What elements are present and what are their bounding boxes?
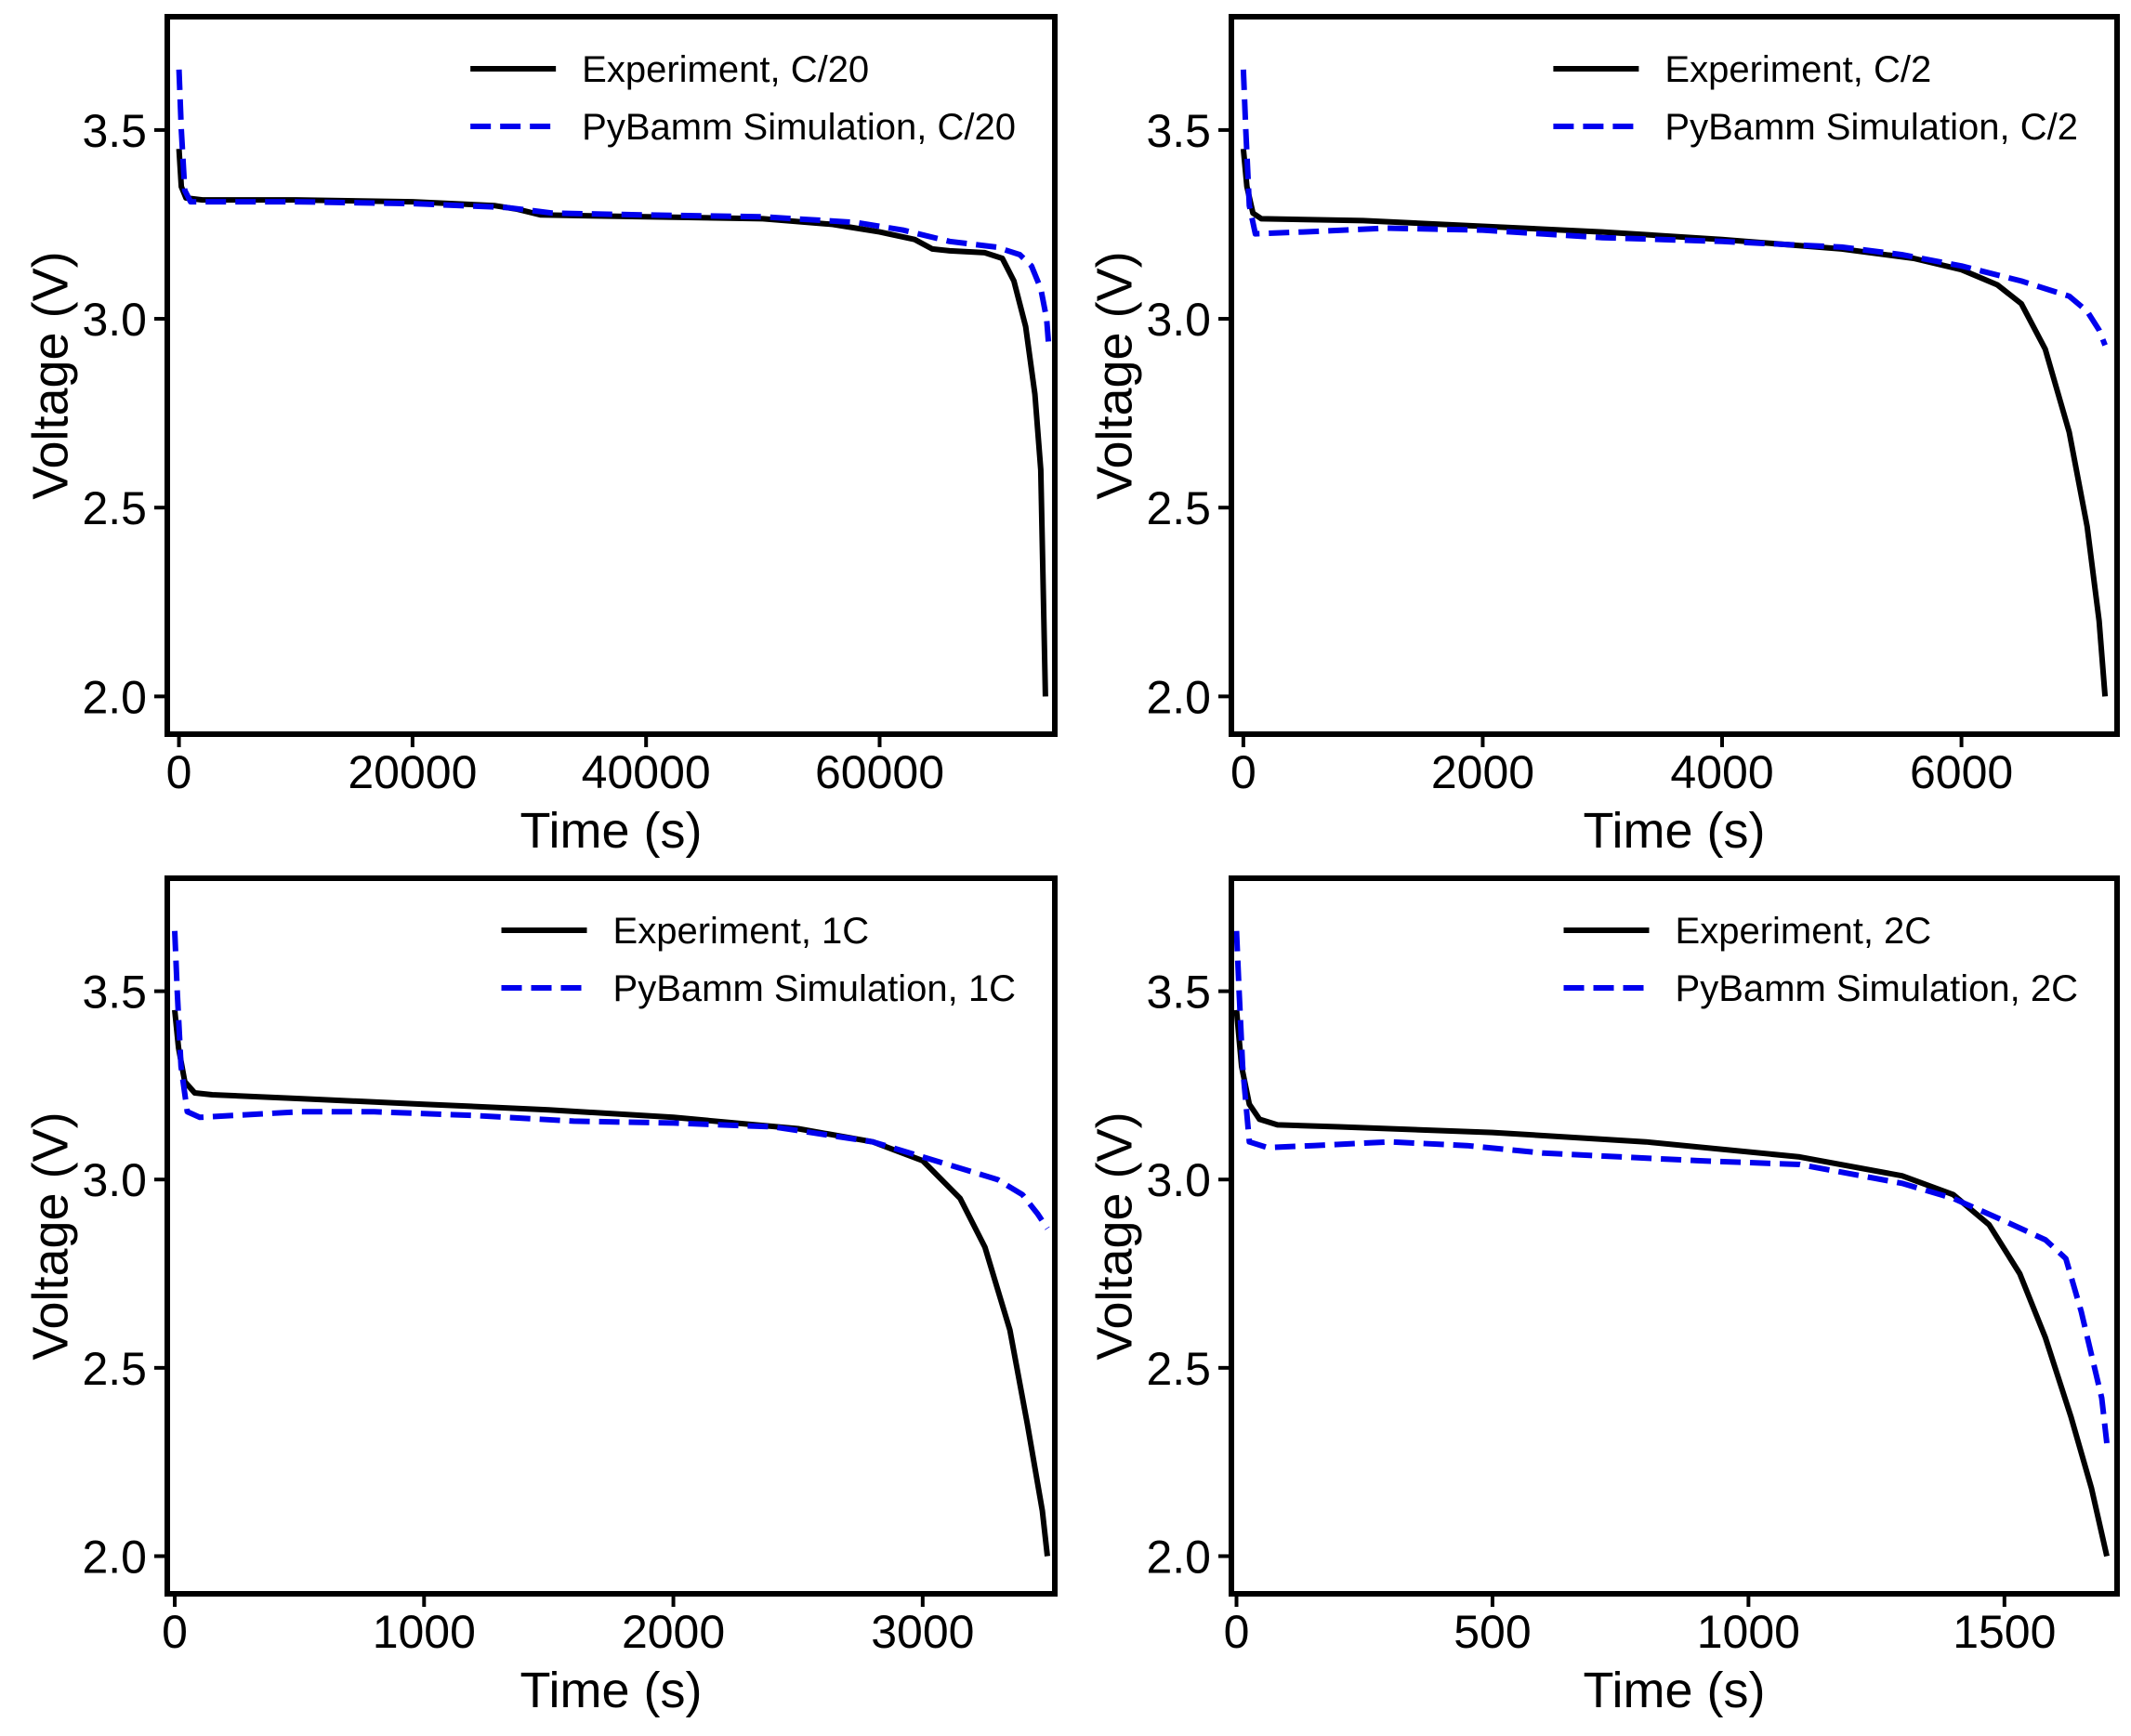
y-tick-label: 3.0 xyxy=(1146,294,1211,346)
x-tick-label: 0 xyxy=(162,1606,188,1658)
simulation-line xyxy=(176,69,1052,349)
plot-frame xyxy=(1229,14,2120,737)
y-tick-label: 2.0 xyxy=(1146,1531,1211,1583)
plot-area xyxy=(1240,69,2109,697)
y-tick-label: 2.5 xyxy=(1146,1343,1211,1395)
x-tick-label: 60000 xyxy=(815,746,944,798)
legend-label-experiment: Experiment, 2C xyxy=(1676,911,1932,952)
y-tick-label: 3.0 xyxy=(82,294,147,346)
x-tick-label: 0 xyxy=(1224,1606,1250,1658)
plot-area xyxy=(172,930,1050,1557)
y-axis-label: Voltage (V) xyxy=(1086,1111,1142,1360)
y-tick-label: 2.5 xyxy=(1146,482,1211,534)
y-tick-label: 2.0 xyxy=(82,1531,147,1583)
y-axis-label: Voltage (V) xyxy=(22,1111,78,1360)
x-tick-label: 20000 xyxy=(348,746,477,798)
x-axis-label: Time (s) xyxy=(520,1663,703,1718)
experiment-line xyxy=(1233,1009,2110,1558)
x-tick-label: 2000 xyxy=(622,1606,725,1658)
legend-label-simulation: PyBamm Simulation, C/20 xyxy=(582,107,1016,148)
simulation-line xyxy=(1240,69,2108,347)
x-tick-label: 40000 xyxy=(582,746,711,798)
y-tick-label: 2.5 xyxy=(82,1343,147,1395)
x-axis-label: Time (s) xyxy=(1584,803,1766,859)
y-tick-label: 3.5 xyxy=(1146,105,1211,157)
x-tick-label: 6000 xyxy=(1910,746,2013,798)
plot-area xyxy=(176,69,1052,697)
x-tick-label: 0 xyxy=(1230,746,1256,798)
x-tick-label: 1000 xyxy=(373,1606,476,1658)
y-axis-label: Voltage (V) xyxy=(22,251,78,499)
y-tick-label: 2.0 xyxy=(82,671,147,723)
x-tick-label: 500 xyxy=(1454,1606,1531,1658)
legend-label-simulation: PyBamm Simulation, 2C xyxy=(1676,968,2078,1009)
experiment-line xyxy=(172,1009,1050,1557)
simulation-line xyxy=(1233,930,2110,1444)
experiment-line xyxy=(176,149,1048,697)
legend-label-simulation: PyBamm Simulation, C/2 xyxy=(1664,107,2078,148)
y-tick-label: 3.0 xyxy=(1146,1154,1211,1206)
x-tick-label: 1500 xyxy=(1953,1606,2056,1658)
panel-c20: Voltage (V) Time (s) Experiment, C/20 Py… xyxy=(22,14,1058,859)
legend-label-experiment: Experiment, C/2 xyxy=(1664,49,1931,90)
x-tick-label: 1000 xyxy=(1697,1606,1800,1658)
y-axis-label: Voltage (V) xyxy=(1086,251,1142,499)
plot-frame xyxy=(164,875,1058,1597)
x-tick-label: 4000 xyxy=(1670,746,1773,798)
y-tick-label: 3.5 xyxy=(82,967,147,1019)
x-axis-label: Time (s) xyxy=(1584,1663,1766,1718)
legend-label-simulation: PyBamm Simulation, 1C xyxy=(613,968,1016,1009)
y-tick-label: 3.5 xyxy=(82,105,147,157)
y-tick-label: 2.5 xyxy=(82,482,147,534)
y-tick-label: 2.0 xyxy=(1146,671,1211,723)
panel-c2: Voltage (V) Time (s) Experiment, C/2 PyB… xyxy=(1086,14,2120,859)
plot-frame xyxy=(164,14,1058,737)
x-tick-label: 2000 xyxy=(1431,746,1534,798)
y-tick-label: 3.0 xyxy=(82,1154,147,1206)
panel-1c: Voltage (V) Time (s) Experiment, 1C PyBa… xyxy=(22,875,1058,1718)
x-tick-label: 3000 xyxy=(871,1606,974,1658)
y-tick-label: 3.5 xyxy=(1146,967,1211,1019)
legend-label-experiment: Experiment, C/20 xyxy=(582,49,869,90)
x-tick-label: 0 xyxy=(166,746,192,798)
plot-frame xyxy=(1229,875,2120,1597)
plot-area xyxy=(1233,930,2110,1558)
panel-2c: Voltage (V) Time (s) Experiment, 2C PyBa… xyxy=(1086,875,2120,1718)
legend-label-experiment: Experiment, 1C xyxy=(613,911,870,952)
simulation-line xyxy=(172,930,1050,1230)
x-axis-label: Time (s) xyxy=(520,803,703,859)
